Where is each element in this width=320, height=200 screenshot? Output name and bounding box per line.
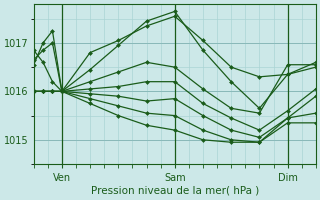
X-axis label: Pression niveau de la mer( hPa ): Pression niveau de la mer( hPa ) xyxy=(91,186,259,196)
